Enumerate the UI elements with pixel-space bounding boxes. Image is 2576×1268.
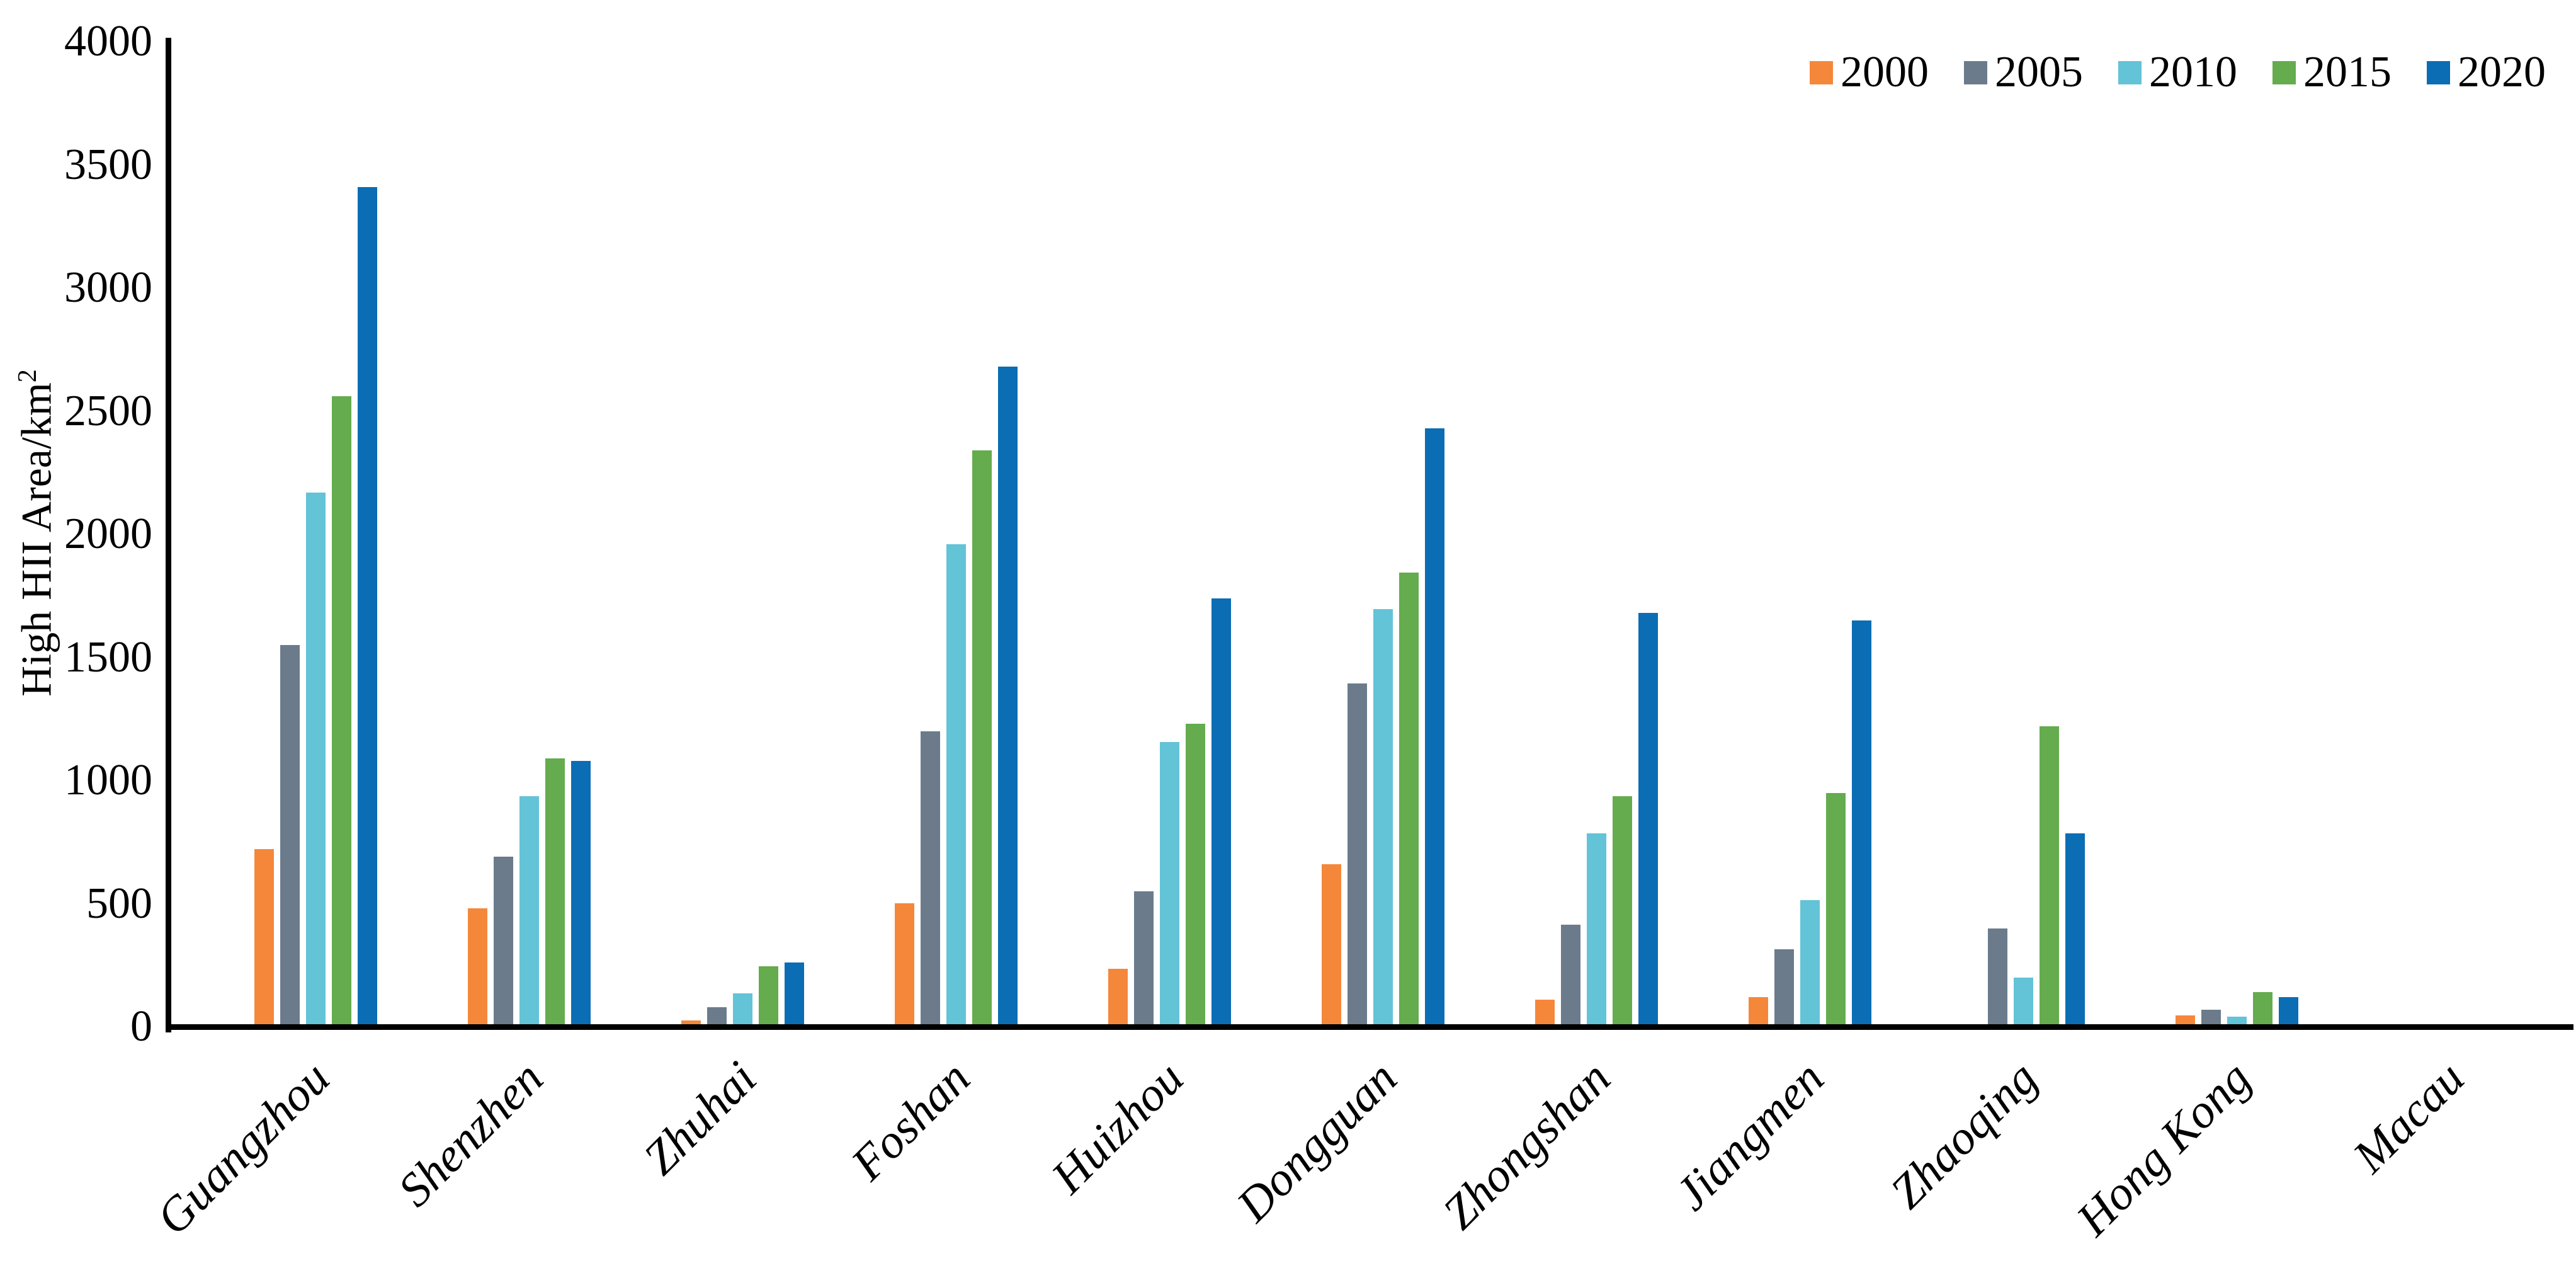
bar-guangzhou-2010 bbox=[305, 493, 326, 1027]
bar-jiangmen-2005 bbox=[1774, 949, 1794, 1027]
bar-guangzhou-2020 bbox=[357, 187, 377, 1027]
bar-jiangmen-2010 bbox=[1800, 900, 1820, 1027]
y-axis-ticks: 0 500 1000 1500 2000 2500 3000 3500 4000 bbox=[0, 0, 152, 1268]
bar-zhuhai-2000 bbox=[681, 1020, 701, 1027]
bar-zhongshan-2015 bbox=[1612, 796, 1632, 1027]
bar-dongguan-2020 bbox=[1424, 428, 1444, 1027]
y-axis-line bbox=[166, 38, 171, 1032]
legend-label-2005: 2005 bbox=[1995, 48, 2083, 96]
bar-foshan-2010 bbox=[946, 544, 966, 1027]
legend-swatch-2000 bbox=[1810, 60, 1833, 84]
legend: 2000 2005 2010 2015 2020 bbox=[1810, 50, 2546, 94]
x-axis-line bbox=[166, 1024, 2573, 1030]
bar-guangzhou-2015 bbox=[331, 396, 351, 1027]
bar-hong-kong-2000 bbox=[2175, 1015, 2195, 1027]
bar-group-dongguan bbox=[1321, 38, 1444, 1027]
bar-huizhou-2020 bbox=[1211, 598, 1231, 1027]
bar-guangzhou-2005 bbox=[280, 645, 300, 1027]
bar-group-jiangmen bbox=[1748, 38, 1871, 1027]
legend-label-2010: 2010 bbox=[2149, 48, 2237, 96]
bar-dongguan-2010 bbox=[1373, 609, 1393, 1027]
bar-group-zhongshan bbox=[1535, 38, 1658, 1027]
bar-foshan-2005 bbox=[920, 731, 940, 1027]
bar-hong-kong-2020 bbox=[2278, 997, 2298, 1027]
bar-foshan-2020 bbox=[997, 367, 1018, 1027]
bar-huizhou-2000 bbox=[1108, 969, 1128, 1027]
x-axis-label-macau: Macau bbox=[2343, 1051, 2572, 1183]
y-tick-label-0: 0 bbox=[130, 1002, 152, 1051]
y-tick-label-1000: 1000 bbox=[64, 756, 152, 804]
bar-zhongshan-2020 bbox=[1638, 613, 1658, 1027]
bar-zhongshan-2000 bbox=[1535, 1000, 1555, 1027]
bar-zhuhai-2020 bbox=[784, 962, 804, 1027]
legend-swatch-2020 bbox=[2427, 60, 2450, 84]
bar-zhaoqing-2020 bbox=[2065, 833, 2085, 1027]
legend-swatch-2010 bbox=[2118, 60, 2142, 84]
y-tick-label-2500: 2500 bbox=[64, 386, 152, 435]
y-tick-label-3000: 3000 bbox=[64, 263, 152, 312]
bar-huizhou-2010 bbox=[1159, 742, 1179, 1027]
bar-guangzhou-2000 bbox=[254, 849, 274, 1027]
x-axis-label-zhuhai: Zhuhai bbox=[633, 1051, 866, 1185]
legend-label-2015: 2015 bbox=[2303, 48, 2392, 96]
legend-swatch-2015 bbox=[2272, 60, 2296, 84]
bar-dongguan-2005 bbox=[1347, 683, 1367, 1027]
x-axis-label-zhaoqing: Zhaoqing bbox=[1880, 1051, 2195, 1218]
bar-zhongshan-2010 bbox=[1586, 833, 1606, 1027]
x-axis-label-huizhou: Huizhou bbox=[1041, 1051, 1320, 1204]
bar-zhuhai-2005 bbox=[706, 1007, 727, 1027]
bar-huizhou-2015 bbox=[1185, 724, 1205, 1027]
bar-jiangmen-2000 bbox=[1748, 997, 1768, 1027]
x-axis-label-foshan: Foshan bbox=[841, 1051, 1088, 1191]
bar-hong-kong-2015 bbox=[2252, 992, 2272, 1027]
bar-shenzhen-2015 bbox=[545, 758, 565, 1027]
bar-shenzhen-2020 bbox=[570, 761, 591, 1027]
bar-group-hong-kong bbox=[2175, 38, 2298, 1027]
bar-zhongshan-2005 bbox=[1560, 925, 1580, 1027]
bar-zhaoqing-2010 bbox=[2013, 978, 2033, 1027]
x-axis-label-jiangmen: Jiangmen bbox=[1665, 1051, 1984, 1220]
legend-item-2010: 2010 bbox=[2118, 50, 2237, 94]
bar-foshan-2015 bbox=[972, 450, 992, 1027]
bar-group-guangzhou bbox=[254, 38, 377, 1027]
legend-item-2005: 2005 bbox=[1964, 50, 2083, 94]
bar-group-zhaoqing bbox=[1961, 38, 2085, 1027]
legend-label-2020: 2020 bbox=[2458, 48, 2546, 96]
y-tick-label-500: 500 bbox=[86, 879, 152, 928]
bar-shenzhen-2010 bbox=[519, 796, 539, 1027]
bar-zhuhai-2015 bbox=[758, 966, 778, 1027]
bar-huizhou-2005 bbox=[1133, 891, 1154, 1027]
legend-item-2020: 2020 bbox=[2427, 50, 2546, 94]
legend-item-2000: 2000 bbox=[1810, 50, 1929, 94]
y-tick-label-1500: 1500 bbox=[64, 632, 152, 682]
bar-group-foshan bbox=[894, 38, 1018, 1027]
y-tick-label-3500: 3500 bbox=[64, 140, 152, 189]
bar-shenzhen-2000 bbox=[467, 908, 487, 1027]
bar-zhaoqing-2005 bbox=[1987, 928, 2007, 1027]
bar-jiangmen-2015 bbox=[1825, 793, 1846, 1027]
x-axis-label-shenzhen: Shenzhen bbox=[388, 1051, 698, 1216]
bar-zhaoqing-2015 bbox=[2039, 726, 2059, 1027]
bar-foshan-2000 bbox=[894, 903, 914, 1027]
bar-dongguan-2000 bbox=[1321, 864, 1341, 1027]
bar-group-zhuhai bbox=[681, 38, 804, 1027]
bar-jiangmen-2020 bbox=[1851, 620, 1871, 1027]
bar-dongguan-2015 bbox=[1399, 573, 1419, 1027]
y-tick-label-4000: 4000 bbox=[64, 17, 152, 66]
legend-label-2000: 2000 bbox=[1841, 48, 1929, 96]
bar-group-shenzhen bbox=[467, 38, 591, 1027]
y-tick-label-2000: 2000 bbox=[64, 510, 152, 558]
bar-zhuhai-2010 bbox=[732, 993, 752, 1027]
bar-group-macau bbox=[2389, 38, 2512, 1027]
bar-hong-kong-2005 bbox=[2201, 1010, 2221, 1027]
bar-group-huizhou bbox=[1108, 38, 1231, 1027]
legend-item-2015: 2015 bbox=[2272, 50, 2392, 94]
bar-shenzhen-2005 bbox=[493, 857, 513, 1027]
legend-swatch-2005 bbox=[1964, 60, 1987, 84]
